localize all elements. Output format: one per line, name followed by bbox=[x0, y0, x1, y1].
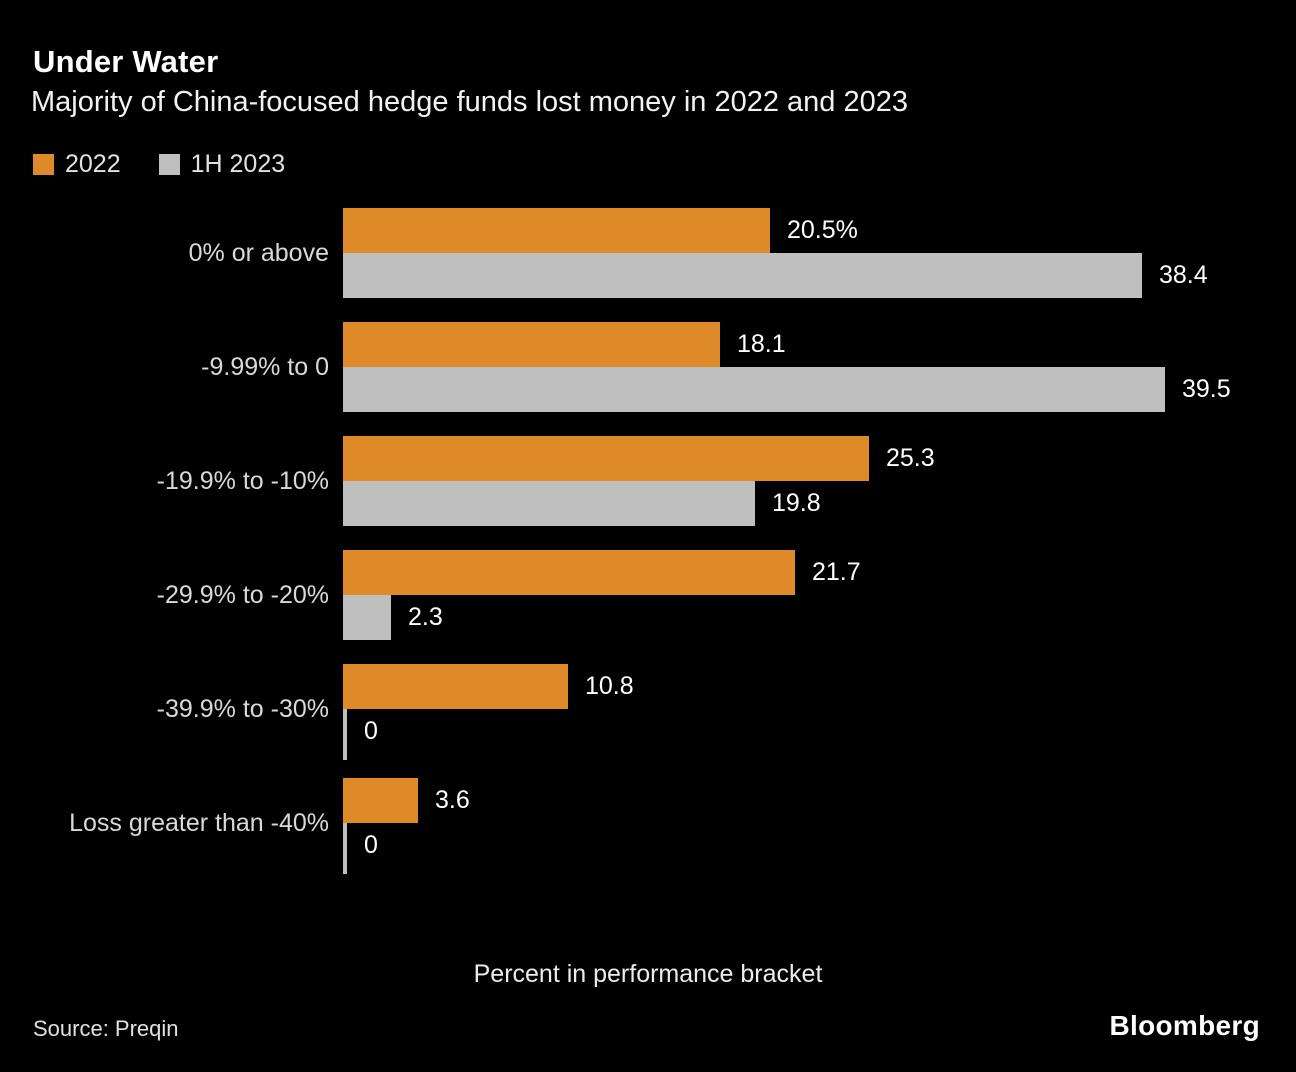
source-label: Source: Preqin bbox=[33, 1016, 179, 1041]
value-label: 25.3 bbox=[886, 444, 935, 472]
category-label: -39.9% to -30% bbox=[156, 694, 329, 723]
bloomberg-logo: Bloomberg bbox=[1109, 1010, 1260, 1041]
value-label: 2.3 bbox=[408, 603, 443, 631]
value-label: 38.4 bbox=[1159, 261, 1208, 289]
value-label: 10.8 bbox=[585, 672, 634, 700]
value-label: 18.1 bbox=[737, 330, 786, 358]
bar-2022 bbox=[343, 322, 720, 367]
value-label: 21.7 bbox=[812, 558, 861, 586]
value-label: 3.6 bbox=[435, 786, 470, 814]
legend: 2022 1H 2023 bbox=[33, 150, 285, 179]
bar-group: -19.9% to -10% 25.3 19.8 bbox=[0, 436, 1296, 526]
bar-2022 bbox=[343, 436, 869, 481]
bar-chart: 0% or above 20.5% 38.4 -9.99% to 0 18.1 39.5-… bbox=[0, 208, 1296, 892]
bar-group: -29.9% to -20% 21.7 2.3 bbox=[0, 550, 1296, 640]
legend-label-1h2023: 1H 2023 bbox=[190, 150, 286, 178]
bar-1h2023 bbox=[343, 595, 391, 640]
chart-title: Under Water bbox=[33, 44, 219, 79]
value-label: 19.8 bbox=[772, 489, 821, 517]
legend-label-2022: 2022 bbox=[65, 150, 121, 178]
category-label: 0% or above bbox=[188, 238, 329, 267]
x-axis-label: Percent in performance bracket bbox=[473, 960, 823, 988]
legend-item-2022: 2022 bbox=[33, 150, 121, 179]
chart-subtitle: Majority of China-focused hedge funds lo… bbox=[31, 86, 909, 118]
bar-1h2023 bbox=[343, 823, 347, 874]
bar-1h2023 bbox=[343, 253, 1142, 298]
category-label: -19.9% to -10% bbox=[156, 466, 329, 495]
bar-2022 bbox=[343, 664, 568, 709]
bar-2022 bbox=[343, 208, 770, 253]
bar-1h2023 bbox=[343, 709, 347, 760]
value-label: 0 bbox=[364, 717, 378, 745]
category-label: -9.99% to 0 bbox=[201, 352, 329, 381]
category-label: -29.9% to -20% bbox=[156, 580, 329, 609]
legend-swatch-1h2023 bbox=[158, 154, 180, 175]
bar-group: -9.99% to 0 18.1 39.5 bbox=[0, 322, 1296, 412]
value-label: 39.5 bbox=[1182, 375, 1231, 403]
bar-1h2023 bbox=[343, 481, 755, 526]
bar-2022 bbox=[343, 550, 795, 595]
category-label: Loss greater than -40% bbox=[69, 808, 329, 837]
bar-2022 bbox=[343, 778, 418, 823]
bar-group: -39.9% to -30% 10.8 0 bbox=[0, 664, 1296, 760]
value-label: 0 bbox=[364, 831, 378, 859]
legend-swatch-2022 bbox=[33, 154, 54, 175]
legend-item-1h2023: 1H 2023 bbox=[158, 150, 286, 179]
bar-group: 0% or above 20.5% 38.4 bbox=[0, 208, 1296, 298]
bar-1h2023 bbox=[343, 367, 1165, 412]
bar-group: Loss greater than -40% 3.6 0 bbox=[0, 778, 1296, 874]
value-label: 20.5% bbox=[787, 216, 858, 244]
